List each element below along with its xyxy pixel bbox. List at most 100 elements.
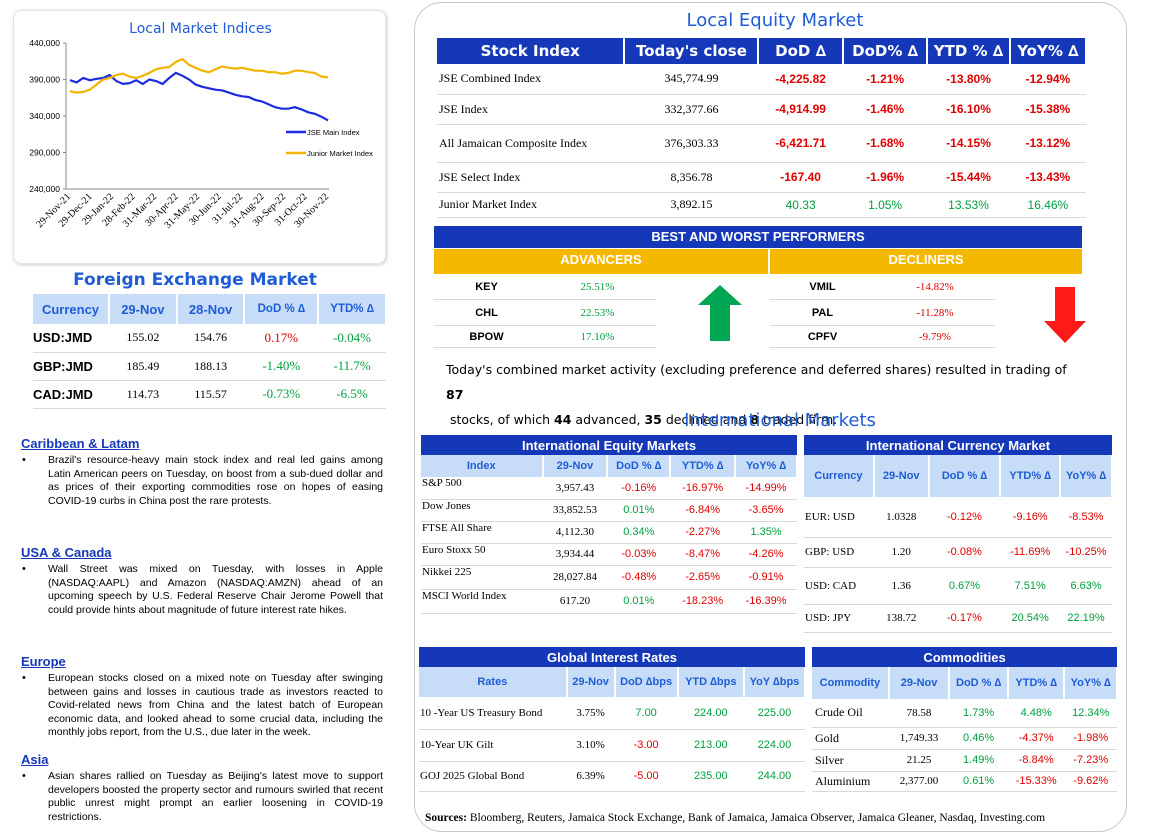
commod-name: Crude Oil	[812, 699, 889, 728]
intl_equity-value: 3,957.43	[542, 477, 608, 500]
intl_equity-change-y: -6.84%	[670, 499, 736, 522]
intl_equity-change-d: 0.01%	[607, 589, 671, 614]
intl_currency-change-o: 22.19%	[1060, 604, 1112, 633]
commod-header-row: Commodity 29-Nov DoD % ∆ YTD% ∆ YoY% ∆	[812, 667, 1118, 699]
commod-header-cell: 29-Nov	[888, 667, 951, 699]
commod-value: 78.58	[888, 699, 950, 728]
rates-value: 3.10%	[566, 729, 615, 762]
intl_equity-change-d: -0.16%	[607, 477, 671, 500]
commod-change-o: -1.98%	[1064, 727, 1117, 750]
y-tick-label: 440,000	[29, 38, 60, 48]
intl_equity-change-y: -2.65%	[670, 565, 736, 590]
commod-title-row: Commodities	[812, 647, 1117, 667]
fx-title: Foreign Exchange Market	[73, 270, 317, 290]
fx-dod: -0.73%	[244, 380, 319, 409]
index-change-y: -14.15%	[927, 124, 1010, 163]
commod-row: Aluminium 2,377.00 0.61% -15.33% -9.62%	[812, 771, 1117, 792]
intl_currency-change-y: -9.16%	[1000, 497, 1061, 538]
intl_currency-header-cell: YoY% ∆	[1060, 455, 1113, 497]
intl_equity-change-o: -14.99%	[735, 477, 797, 500]
commod-change-d: 1.73%	[949, 699, 1008, 728]
intl_currency-title-row: International Currency Market	[804, 435, 1112, 455]
performer-symbol: VMIL	[809, 280, 836, 293]
commod-change-d: 0.46%	[949, 727, 1008, 750]
rates-value: 6.39%	[566, 761, 615, 792]
index-change-p: -1.21%	[842, 64, 928, 95]
rates-change-o: 224.00	[743, 729, 805, 762]
up-arrow-icon	[698, 285, 742, 341]
index-change-o: -13.43%	[1009, 162, 1086, 193]
intl_equity-change-o: -3.65%	[735, 499, 797, 522]
index-name: All Jamaican Composite Index	[437, 124, 625, 163]
fx-currency: USD:JMD	[33, 324, 109, 353]
down-arrow-icon	[1044, 287, 1086, 343]
fx-currency: GBP:JMD	[33, 352, 109, 381]
advancers-list: KEY 25.51% CHL 22.53% BPOW 17.10%	[434, 274, 656, 348]
news-block: Europe • European stocks closed on a mixed…	[21, 654, 383, 740]
rates-name: GOJ 2025 Global Bond	[419, 761, 567, 792]
performer-row: BPOW 17.10%	[434, 326, 656, 348]
y-tick-label: 290,000	[29, 148, 60, 158]
y-tick-label: 390,000	[29, 75, 60, 85]
fx-ytd: -0.04%	[318, 324, 386, 353]
fx-ytd: -11.7%	[318, 352, 386, 381]
commod-change-y: 4.48%	[1007, 699, 1065, 728]
international-currency-table: International Currency Market Currency 29-…	[804, 435, 1113, 633]
intl_currency-row: USD: CAD 1.36 0.67% 7.51% 6.63%	[804, 567, 1112, 605]
fx-header-cell: Currency	[33, 294, 110, 324]
performer-row: PAL -11.28%	[770, 300, 995, 326]
commod-name: Aluminium	[812, 771, 889, 792]
index-change-o: 16.46%	[1009, 192, 1086, 218]
legend-label: JSE Main Index	[307, 128, 360, 137]
intl_equity-header-cell: 29-Nov	[542, 455, 609, 477]
news-bullet: • European stocks closed on a mixed note …	[21, 672, 383, 740]
intl_currency-row: USD: JPY 138.72 -0.17% 20.54% 22.19%	[804, 604, 1112, 633]
intl_equity-name: Nikkei 225	[421, 565, 543, 590]
rates-change-d: -5.00	[614, 761, 678, 792]
news-bullet: • Wall Street was mixed on Tuesday, with …	[21, 563, 383, 617]
intl_equity-title-row: International Equity Markets	[421, 435, 797, 455]
legend-label: Junior Market Index	[307, 149, 373, 158]
intl_currency-name: USD: CAD	[804, 567, 874, 605]
news-bullet: • Asian shares rallied on Tuesday as Beij…	[21, 770, 383, 824]
local-market-indices-chart: Local Market Indices 440,000 390,000 340,0…	[13, 10, 386, 264]
index-change-d: 40.33	[758, 192, 843, 218]
intl_currency-value: 1.20	[873, 537, 929, 568]
fx-28nov: 154.76	[176, 324, 245, 353]
rates-row: 10 -Year US Treasury Bond 3.75% 7.00 224.00…	[419, 697, 805, 730]
index-change-o: -15.38%	[1009, 94, 1086, 125]
intl_equity-header-row: Index 29-Nov DoD % ∆ YTD% ∆ YoY% ∆	[421, 455, 798, 477]
index-name: Junior Market Index	[437, 192, 625, 218]
equity-header-cell: Today's close	[624, 38, 760, 64]
rates-header-cell: 29-Nov	[566, 667, 616, 697]
news-block: Caribbean & Latam • Brazil's resource-heav…	[21, 436, 383, 508]
equity-title: Local Equity Market	[686, 10, 864, 31]
equity-header-cell: YTD % ∆	[927, 38, 1011, 64]
intl_equity-change-d: -0.03%	[607, 543, 671, 566]
interest-rates-table: Global Interest Rates Rates 29-Nov DoD ∆bps…	[419, 647, 807, 792]
intl_equity-name: MSCI World Index	[421, 589, 543, 614]
index-change-p: -1.46%	[842, 94, 928, 125]
equity-row: All Jamaican Composite Index 376,303.33 -6…	[437, 124, 1086, 163]
index-change-y: -16.10%	[927, 94, 1010, 125]
index-close: 8,356.78	[624, 162, 759, 193]
rates-change-o: 225.00	[743, 697, 805, 730]
index-change-y: 13.53%	[927, 192, 1010, 218]
equity-row: Junior Market Index 3,892.15 40.33 1.05% 13.…	[437, 192, 1086, 218]
intl_equity-change-y: -18.23%	[670, 589, 736, 614]
bullet-icon: •	[22, 454, 26, 466]
fx-ytd: -6.5%	[318, 380, 386, 409]
intl_equity-header-cell: Index	[421, 455, 544, 477]
intl_currency-change-o: -10.25%	[1060, 537, 1112, 568]
intl_equity-name: Euro Stoxx 50	[421, 543, 543, 566]
chart-title: Local Market Indices	[129, 21, 272, 37]
index-change-o: -12.94%	[1009, 64, 1086, 95]
equity-row: JSE Index 332,377.66 -4,914.99 -1.46% -16.10…	[437, 94, 1086, 125]
index-change-y: -15.44%	[927, 162, 1010, 193]
news-heading: USA & Canada	[21, 545, 112, 560]
performers-title: BEST AND WORST PERFORMERS	[434, 226, 1082, 248]
equity-row: JSE Combined Index 345,774.99 -4,225.82 -1.…	[437, 64, 1086, 95]
intl_currency-name: USD: JPY	[804, 604, 874, 633]
commod-header-cell: YoY% ∆	[1064, 667, 1118, 699]
performer-symbol: CHL	[475, 306, 498, 319]
